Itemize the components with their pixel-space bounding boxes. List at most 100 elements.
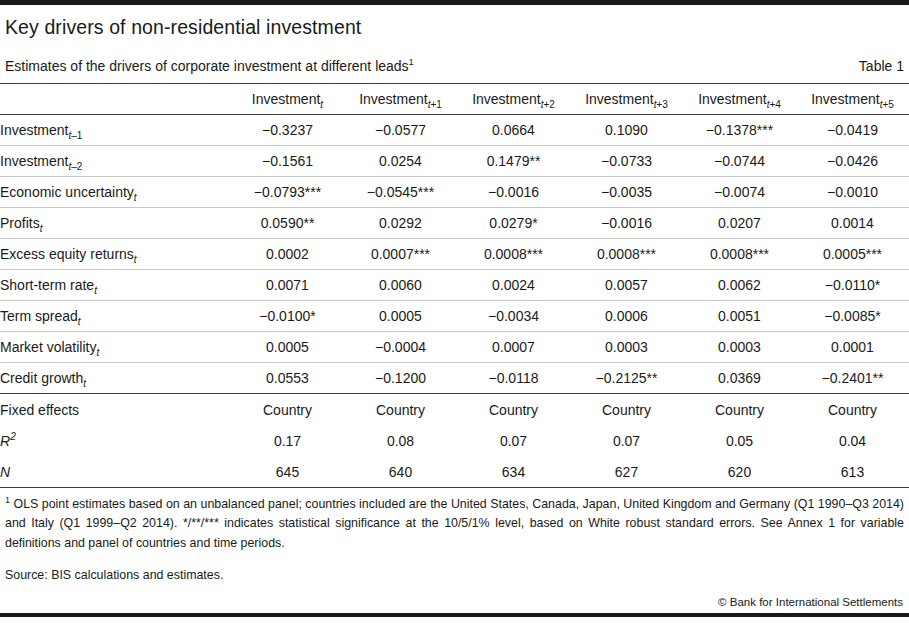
cell: −0.0545*** bbox=[344, 177, 457, 208]
cell: 0.0051 bbox=[683, 301, 796, 332]
cell: 0.0014 bbox=[796, 208, 909, 239]
cell: 0.0005 bbox=[231, 332, 344, 363]
row-label: Market volatilityt bbox=[0, 332, 231, 363]
cell: −0.0793*** bbox=[231, 177, 344, 208]
table-stats: Fixed effectsCountryCountryCountryCountr… bbox=[0, 394, 909, 488]
cell: Country bbox=[683, 394, 796, 426]
table-row: Investmentt–1−0.3237−0.05770.06640.1090−… bbox=[0, 115, 909, 146]
cell: 0.0060 bbox=[344, 270, 457, 301]
row-label: Credit growtht bbox=[0, 363, 231, 394]
cell: −0.0034 bbox=[457, 301, 570, 332]
cell: 0.0254 bbox=[344, 146, 457, 177]
table-row: Market volatilityt0.0005−0.00040.00070.0… bbox=[0, 332, 909, 363]
row-label: Excess equity returnst bbox=[0, 239, 231, 270]
cell: 0.0590** bbox=[231, 208, 344, 239]
column-header: Investmentt+3 bbox=[570, 84, 683, 115]
cell: −0.1378*** bbox=[683, 115, 796, 146]
cell: −0.0110* bbox=[796, 270, 909, 301]
cell: −0.0100* bbox=[231, 301, 344, 332]
column-header: Investmentt+1 bbox=[344, 84, 457, 115]
column-header: Investmentt+4 bbox=[683, 84, 796, 115]
cell: 0.0553 bbox=[231, 363, 344, 394]
column-header: Investmentt+2 bbox=[457, 84, 570, 115]
cell: 0.07 bbox=[457, 425, 570, 456]
copyright-line: © Bank for International Settlements bbox=[718, 596, 903, 608]
footnote: 1 OLS point estimates based on an unbala… bbox=[5, 495, 904, 553]
column-header-row: InvestmenttInvestmentt+1Investmentt+2Inv… bbox=[0, 84, 909, 115]
cell: 0.08 bbox=[344, 425, 457, 456]
column-header: Investmentt bbox=[231, 84, 344, 115]
cell: 0.1090 bbox=[570, 115, 683, 146]
cell: Country bbox=[231, 394, 344, 426]
table-row: Profitst0.0590**0.02920.0279*−0.00160.02… bbox=[0, 208, 909, 239]
cell: 0.0292 bbox=[344, 208, 457, 239]
cell: −0.2401** bbox=[796, 363, 909, 394]
cell: Country bbox=[344, 394, 457, 426]
column-header: Investmentt+5 bbox=[796, 84, 909, 115]
cell: −0.1561 bbox=[231, 146, 344, 177]
cell: 645 bbox=[231, 456, 344, 488]
cell: 0.0062 bbox=[683, 270, 796, 301]
top-rule-bar bbox=[0, 0, 909, 5]
cell: 0.0005 bbox=[344, 301, 457, 332]
document-page: Key drivers of non-residential investmen… bbox=[0, 0, 909, 623]
cell: 0.04 bbox=[796, 425, 909, 456]
cell: 0.0003 bbox=[570, 332, 683, 363]
subtitle-footnote-marker: 1 bbox=[409, 56, 414, 67]
row-label: Economic uncertaintyt bbox=[0, 177, 231, 208]
cell: −0.0577 bbox=[344, 115, 457, 146]
stats-row: Fixed effectsCountryCountryCountryCountr… bbox=[0, 394, 909, 426]
cell: 0.0008*** bbox=[683, 239, 796, 270]
table-row: Term spreadt−0.0100*0.0005−0.00340.00060… bbox=[0, 301, 909, 332]
row-label: Investmentt–1 bbox=[0, 115, 231, 146]
table-body: Investmentt–1−0.3237−0.05770.06640.1090−… bbox=[0, 115, 909, 394]
cell: 0.0002 bbox=[231, 239, 344, 270]
cell: −0.0744 bbox=[683, 146, 796, 177]
cell: 634 bbox=[457, 456, 570, 488]
cell: Country bbox=[457, 394, 570, 426]
row-label: Investmentt–2 bbox=[0, 146, 231, 177]
table-number-label: Table 1 bbox=[859, 58, 904, 74]
cell: 0.05 bbox=[683, 425, 796, 456]
cell: 0.0005*** bbox=[796, 239, 909, 270]
table-row: Investmentt–2−0.15610.02540.1479**−0.073… bbox=[0, 146, 909, 177]
cell: 0.07 bbox=[570, 425, 683, 456]
cell: 0.1479** bbox=[457, 146, 570, 177]
cell: −0.0118 bbox=[457, 363, 570, 394]
row-label: Term spreadt bbox=[0, 301, 231, 332]
row-label: Profitst bbox=[0, 208, 231, 239]
cell: 640 bbox=[344, 456, 457, 488]
row-header-corner bbox=[0, 84, 231, 115]
cell: 0.0024 bbox=[457, 270, 570, 301]
row-label: Fixed effects bbox=[0, 394, 231, 426]
cell: 0.0057 bbox=[570, 270, 683, 301]
table-row: Excess equity returnst0.00020.0007***0.0… bbox=[0, 239, 909, 270]
cell: 613 bbox=[796, 456, 909, 488]
cell: −0.0016 bbox=[570, 208, 683, 239]
cell: Country bbox=[570, 394, 683, 426]
cell: 0.0007*** bbox=[344, 239, 457, 270]
table-row: Credit growtht0.0553−0.1200−0.0118−0.212… bbox=[0, 363, 909, 394]
footnote-text: OLS point estimates based on an unbalanc… bbox=[5, 497, 904, 550]
cell: 627 bbox=[570, 456, 683, 488]
cell: −0.0016 bbox=[457, 177, 570, 208]
cell: −0.0426 bbox=[796, 146, 909, 177]
row-label: N bbox=[0, 456, 231, 488]
cell: 0.0003 bbox=[683, 332, 796, 363]
cell: −0.3237 bbox=[231, 115, 344, 146]
cell: −0.2125** bbox=[570, 363, 683, 394]
cell: 0.0207 bbox=[683, 208, 796, 239]
cell: 0.0008*** bbox=[570, 239, 683, 270]
page-title: Key drivers of non-residential investmen… bbox=[5, 16, 904, 39]
cell: −0.0733 bbox=[570, 146, 683, 177]
table-subtitle: Estimates of the drivers of corporate in… bbox=[5, 58, 414, 74]
table-header: InvestmenttInvestmentt+1Investmentt+2Inv… bbox=[0, 84, 909, 115]
row-label: R2 bbox=[0, 425, 231, 456]
source-line: Source: BIS calculations and estimates. bbox=[5, 568, 904, 582]
cell: 0.0664 bbox=[457, 115, 570, 146]
cell: −0.0074 bbox=[683, 177, 796, 208]
cell: 0.0006 bbox=[570, 301, 683, 332]
subtitle-text: Estimates of the drivers of corporate in… bbox=[5, 58, 409, 74]
cell: −0.0085* bbox=[796, 301, 909, 332]
cell: 0.0008*** bbox=[457, 239, 570, 270]
